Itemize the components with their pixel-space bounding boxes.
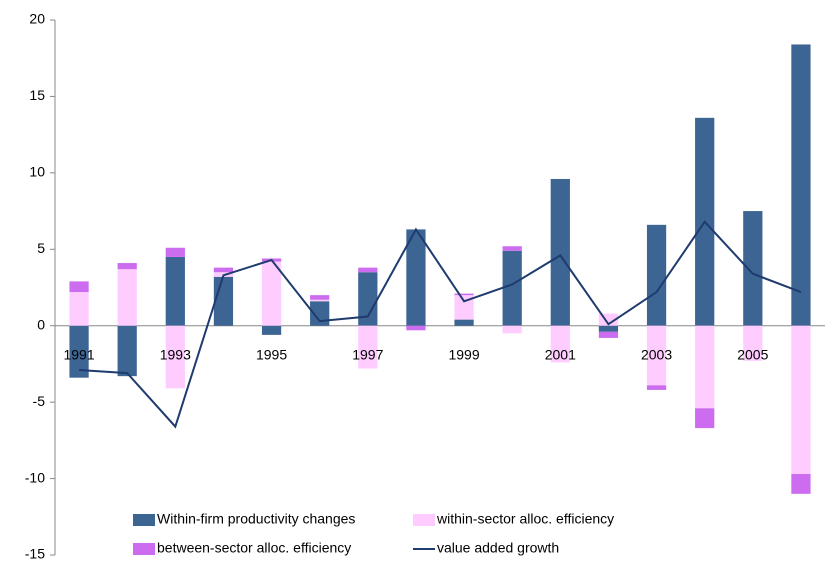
x-tick-label: 2005 xyxy=(737,346,768,362)
bar xyxy=(502,250,522,326)
bar xyxy=(261,325,282,335)
bar xyxy=(550,325,570,363)
bar xyxy=(743,211,763,326)
bar xyxy=(695,325,715,409)
bar xyxy=(213,276,234,326)
y-tick-label: -10 xyxy=(25,469,45,485)
bar xyxy=(598,331,619,338)
bar xyxy=(310,299,330,302)
bar xyxy=(406,229,426,326)
bar xyxy=(454,295,474,320)
bar xyxy=(695,408,715,429)
legend-swatch xyxy=(413,514,435,526)
bar xyxy=(502,325,522,334)
bar xyxy=(502,246,522,251)
bar xyxy=(646,224,667,326)
bar xyxy=(310,301,330,326)
bar xyxy=(165,325,185,389)
y-tick-label: 20 xyxy=(29,11,45,27)
y-tick-label: -5 xyxy=(33,393,46,409)
bar xyxy=(310,295,330,300)
x-tick-label: 1999 xyxy=(448,346,479,362)
bar xyxy=(646,385,667,390)
bar xyxy=(69,325,89,378)
bar xyxy=(117,263,137,270)
bar xyxy=(358,272,378,326)
legend-label: value added growth xyxy=(437,540,559,556)
bar xyxy=(791,44,811,326)
y-tick-label: -15 xyxy=(25,546,45,562)
y-tick-label: 5 xyxy=(37,240,45,256)
bar xyxy=(69,292,89,326)
bar xyxy=(550,178,570,326)
bar xyxy=(213,267,234,273)
bar xyxy=(358,325,378,369)
bar xyxy=(117,325,137,377)
x-tick-label: 2001 xyxy=(545,346,576,362)
bar xyxy=(165,247,185,257)
y-tick-label: 15 xyxy=(29,87,45,103)
bar xyxy=(454,293,474,296)
x-tick-label: 2003 xyxy=(641,346,672,362)
line xyxy=(78,220,802,429)
x-tick-label: 1991 xyxy=(63,346,94,362)
y-tick-label: 10 xyxy=(29,164,45,180)
bar xyxy=(261,261,282,326)
bar xyxy=(358,267,378,273)
bar xyxy=(406,325,426,331)
bar xyxy=(117,269,137,326)
legend-label: within-sector alloc. efficiency xyxy=(436,511,614,527)
x-tick-label: 1993 xyxy=(160,346,191,362)
y-tick-label: 0 xyxy=(37,316,45,332)
bar xyxy=(165,256,185,326)
bar xyxy=(791,473,811,494)
x-tick-label: 1997 xyxy=(352,346,383,362)
bar xyxy=(743,325,763,361)
bar xyxy=(598,325,619,332)
bar xyxy=(454,319,474,326)
legend-label: Within-firm productivity changes xyxy=(157,511,355,527)
bar xyxy=(791,325,811,474)
x-tick-label: 1995 xyxy=(256,346,287,362)
legend-label: between-sector alloc. efficiency xyxy=(157,540,351,556)
legend-swatch xyxy=(133,543,155,555)
legend-swatch xyxy=(133,514,155,526)
bar xyxy=(646,325,667,386)
bar xyxy=(69,281,89,293)
